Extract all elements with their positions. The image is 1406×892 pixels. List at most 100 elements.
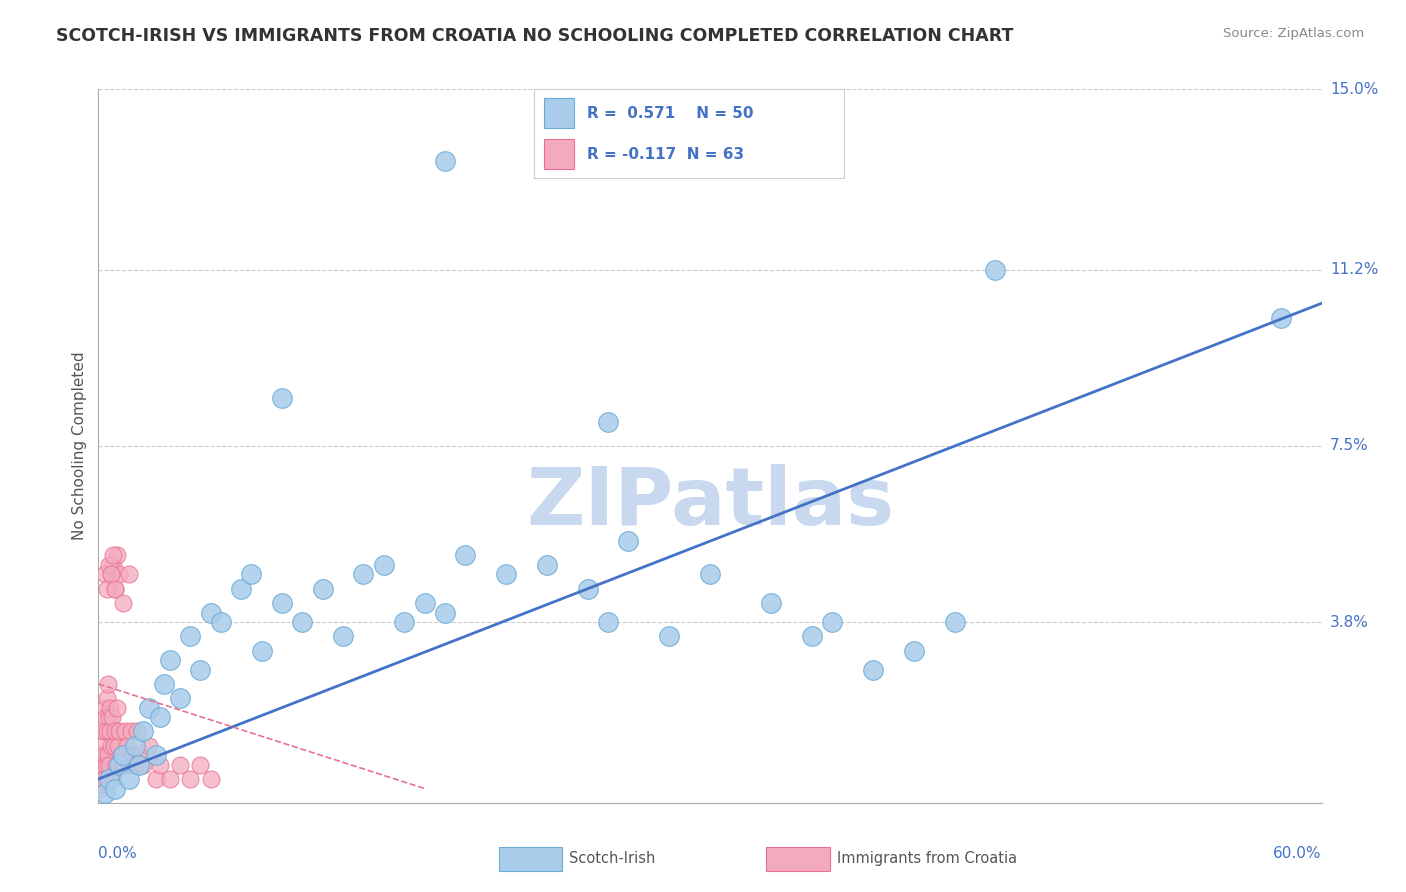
Point [105,549,128,563]
Point [94,710,117,724]
Text: 0.0%: 0.0% [98,846,138,861]
Point [101,549,124,563]
Point [91,767,114,781]
Point [596,415,619,429]
Point [101,772,124,786]
Point [100,710,122,724]
Point [97,710,120,724]
Point [110,748,132,763]
Text: 60.0%: 60.0% [1274,846,1322,861]
Text: R = -0.117  N = 63: R = -0.117 N = 63 [586,147,744,161]
Point [291,615,314,629]
Point [179,772,201,786]
Point [433,606,456,620]
Point [128,757,150,772]
Point [132,724,155,739]
Text: Scotch-Irish: Scotch-Irish [569,852,655,866]
Point [169,691,191,706]
Point [200,772,222,786]
Point [100,567,122,582]
Point [332,629,354,643]
Point [759,596,782,610]
Text: 11.2%: 11.2% [1330,262,1378,277]
Y-axis label: No Schooling Completed: No Schooling Completed [72,351,87,541]
Point [801,629,824,643]
Point [90,777,112,791]
Text: 15.0%: 15.0% [1330,82,1378,96]
Point [111,757,134,772]
Point [392,615,416,629]
Point [200,606,222,620]
Point [128,748,150,763]
Point [107,739,129,753]
Point [138,700,160,714]
Point [576,582,599,596]
Point [862,663,884,677]
Point [104,582,127,596]
Point [89,772,111,786]
Point [373,558,395,572]
Text: 7.5%: 7.5% [1330,439,1368,453]
Point [105,700,128,714]
Point [94,748,117,763]
Point [270,596,294,610]
Point [596,615,619,629]
Point [127,724,149,739]
Point [93,786,115,800]
Point [90,748,112,763]
Point [103,739,125,753]
Point [120,724,142,739]
Point [413,596,436,610]
Point [250,643,273,657]
Point [821,615,844,629]
Text: SCOTCH-IRISH VS IMMIGRANTS FROM CROATIA NO SCHOOLING COMPLETED CORRELATION CHART: SCOTCH-IRISH VS IMMIGRANTS FROM CROATIA … [56,27,1014,45]
Point [209,615,232,629]
Point [138,739,160,753]
Point [93,567,115,582]
Point [159,653,181,667]
Point [495,567,517,582]
Point [96,757,118,772]
Text: Immigrants from Croatia: Immigrants from Croatia [837,852,1017,866]
Text: Source: ZipAtlas.com: Source: ZipAtlas.com [1223,27,1364,40]
Point [149,710,172,724]
Point [93,724,115,739]
Point [536,558,558,572]
Point [903,643,925,657]
Point [104,582,127,596]
Point [108,757,131,772]
Point [124,739,146,753]
Point [91,739,114,753]
Point [104,724,127,739]
Point [100,567,122,582]
Point [454,549,477,563]
Point [98,757,121,772]
Point [97,558,120,572]
Point [96,724,118,739]
Point [114,724,136,739]
Point [270,392,294,406]
Point [93,772,115,786]
Point [122,748,145,763]
Point [91,757,114,772]
Point [124,757,146,772]
Point [108,567,131,582]
Point [617,534,640,549]
Text: R =  0.571    N = 50: R = 0.571 N = 50 [586,106,754,120]
Point [97,677,120,691]
FancyBboxPatch shape [544,139,575,169]
Point [108,724,131,739]
Point [699,567,721,582]
Point [352,567,374,582]
Point [93,700,115,714]
Point [984,263,1007,277]
Point [104,781,127,796]
Point [1270,310,1292,325]
Point [152,677,174,691]
Point [169,757,191,772]
Point [433,153,456,168]
Text: 3.8%: 3.8% [1330,615,1369,630]
Point [943,615,966,629]
Point [98,724,121,739]
Point [96,691,118,706]
